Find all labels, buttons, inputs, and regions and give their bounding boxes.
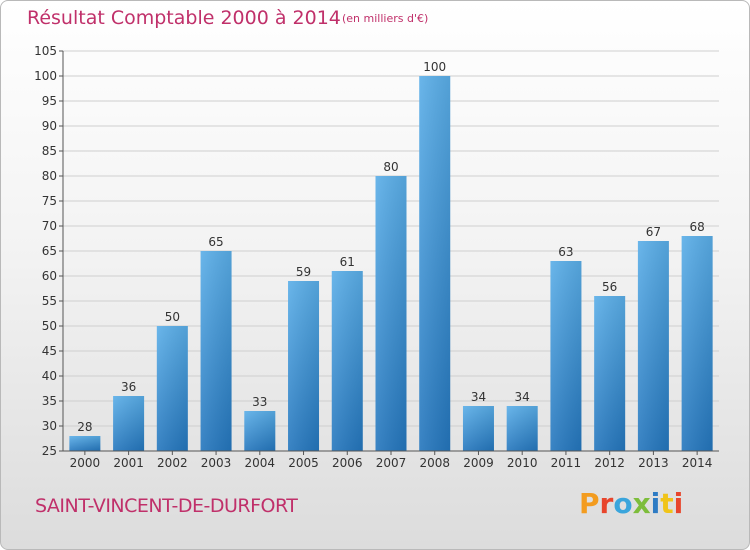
- bar-shade-2014: [681, 236, 713, 451]
- logo-letter: r: [599, 487, 614, 520]
- y-tick-label-55: 55: [42, 294, 57, 308]
- x-tick-labels: 2000 2001 2002 2003 2004 2005 2006 2007 2008 2009…: [70, 451, 713, 470]
- data-label-2000: 28: [77, 420, 92, 434]
- x-tick-label-2009: 2009: [463, 456, 494, 470]
- logo-letter: i: [650, 487, 661, 520]
- bars: [69, 76, 713, 451]
- y-tick-label-65: 65: [42, 244, 57, 258]
- bar-shade-2013: [637, 241, 669, 451]
- x-tick-label-2003: 2003: [201, 456, 232, 470]
- data-label-2003: 65: [208, 235, 223, 249]
- bar-shade-2006: [331, 271, 363, 451]
- data-label-2006: 61: [340, 255, 355, 269]
- proxiti-logo[interactable]: Proxiti: [579, 487, 683, 520]
- x-tick-label-2000: 2000: [70, 456, 101, 470]
- bar-shade-2007: [375, 176, 407, 451]
- chart-title: Résultat Comptable 2000 à 2014: [27, 7, 341, 29]
- data-label-2002: 50: [165, 310, 180, 324]
- logo-letter: o: [613, 487, 633, 520]
- x-tick-label-2010: 2010: [507, 456, 538, 470]
- data-label-2001: 36: [121, 380, 136, 394]
- y-tick-label-70: 70: [42, 219, 57, 233]
- chart-subtitle: (en milliers d'€): [342, 12, 429, 25]
- data-label-2005: 59: [296, 265, 311, 279]
- y-tick-label-35: 35: [42, 394, 57, 408]
- y-tick-label-95: 95: [42, 94, 57, 108]
- y-tick-label-40: 40: [42, 369, 57, 383]
- x-tick-label-2002: 2002: [157, 456, 188, 470]
- data-label-2010: 34: [515, 390, 530, 404]
- y-tick-label-75: 75: [42, 194, 57, 208]
- x-tick-label-2014: 2014: [682, 456, 713, 470]
- x-tick-label-2001: 2001: [113, 456, 144, 470]
- y-tick-label-105: 105: [34, 44, 57, 58]
- logo-letter: P: [579, 487, 600, 520]
- y-tick-label-25: 25: [42, 444, 57, 458]
- logo-letter: x: [632, 487, 651, 520]
- x-tick-label-2007: 2007: [376, 456, 407, 470]
- x-tick-label-2006: 2006: [332, 456, 363, 470]
- data-label-2007: 80: [383, 160, 398, 174]
- data-label-2012: 56: [602, 280, 617, 294]
- x-tick-label-2011: 2011: [551, 456, 582, 470]
- y-tick-label-80: 80: [42, 169, 57, 183]
- bar-shade-2009: [462, 406, 494, 451]
- city-name: SAINT-VINCENT-DE-DURFORT: [35, 495, 298, 517]
- data-label-2014: 68: [689, 220, 704, 234]
- y-tick-label-45: 45: [42, 344, 57, 358]
- y-tick-label-60: 60: [42, 269, 57, 283]
- y-tick-label-100: 100: [34, 69, 57, 83]
- x-tick-label-2004: 2004: [245, 456, 276, 470]
- x-tick-label-2005: 2005: [288, 456, 319, 470]
- x-tick-label-2008: 2008: [419, 456, 450, 470]
- bar-shade-2012: [594, 296, 626, 451]
- data-label-2009: 34: [471, 390, 486, 404]
- bar-shade-2002: [156, 326, 188, 451]
- bar-shade-2000: [69, 436, 101, 451]
- y-tick-labels: 25 30 35 40 45 50 55 60 65 70 75 80 85 90 95 100 105: [34, 44, 57, 458]
- logo-letter: i: [673, 487, 684, 520]
- bar-shade-2003: [200, 251, 232, 451]
- data-label-2004: 33: [252, 395, 267, 409]
- x-tick-label-2013: 2013: [638, 456, 669, 470]
- data-labels: 28 36 50 65 33 59 61 80 100 34 34 63 56 67 68: [77, 60, 705, 434]
- bar-shade-2004: [244, 411, 276, 451]
- bar-shade-2001: [113, 396, 145, 451]
- data-label-2008: 100: [423, 60, 446, 74]
- y-tick-label-90: 90: [42, 119, 57, 133]
- bar-shade-2008: [419, 76, 451, 451]
- logo-letter: t: [660, 487, 674, 520]
- bar-shade-2010: [506, 406, 538, 451]
- data-label-2013: 67: [646, 225, 661, 239]
- bar-shade-2005: [288, 281, 320, 451]
- data-label-2011: 63: [558, 245, 573, 259]
- bar-shade-2011: [550, 261, 582, 451]
- y-tick-label-30: 30: [42, 419, 57, 433]
- y-tick-label-50: 50: [42, 319, 57, 333]
- y-tick-label-85: 85: [42, 144, 57, 158]
- x-tick-label-2012: 2012: [594, 456, 625, 470]
